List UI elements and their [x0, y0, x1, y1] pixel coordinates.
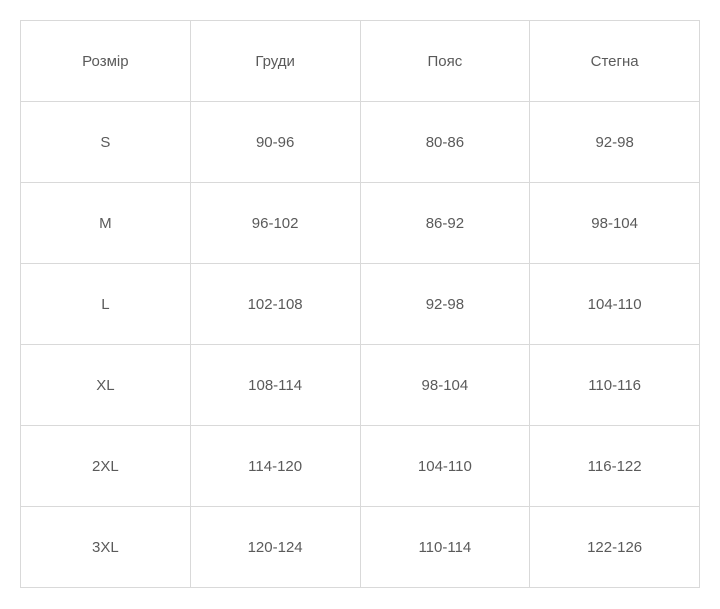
- cell-waist: 86-92: [360, 183, 530, 264]
- cell-chest: 108-114: [190, 345, 360, 426]
- table-header-row: Розмір Груди Пояс Стегна: [21, 21, 700, 102]
- cell-size: 2XL: [21, 426, 191, 507]
- cell-size: M: [21, 183, 191, 264]
- table-row: S 90-96 80-86 92-98: [21, 102, 700, 183]
- table-row: XL 108-114 98-104 110-116: [21, 345, 700, 426]
- cell-size: 3XL: [21, 507, 191, 588]
- cell-chest: 114-120: [190, 426, 360, 507]
- cell-chest: 102-108: [190, 264, 360, 345]
- cell-waist: 104-110: [360, 426, 530, 507]
- cell-waist: 92-98: [360, 264, 530, 345]
- col-header-size: Розмір: [21, 21, 191, 102]
- cell-hips: 110-116: [530, 345, 700, 426]
- table-row: L 102-108 92-98 104-110: [21, 264, 700, 345]
- cell-chest: 120-124: [190, 507, 360, 588]
- cell-chest: 96-102: [190, 183, 360, 264]
- col-header-hips: Стегна: [530, 21, 700, 102]
- cell-hips: 116-122: [530, 426, 700, 507]
- cell-hips: 98-104: [530, 183, 700, 264]
- cell-size: XL: [21, 345, 191, 426]
- col-header-waist: Пояс: [360, 21, 530, 102]
- cell-size: L: [21, 264, 191, 345]
- cell-waist: 98-104: [360, 345, 530, 426]
- cell-waist: 110-114: [360, 507, 530, 588]
- table-row: M 96-102 86-92 98-104: [21, 183, 700, 264]
- table-row: 2XL 114-120 104-110 116-122: [21, 426, 700, 507]
- cell-size: S: [21, 102, 191, 183]
- cell-hips: 104-110: [530, 264, 700, 345]
- col-header-chest: Груди: [190, 21, 360, 102]
- cell-hips: 122-126: [530, 507, 700, 588]
- cell-hips: 92-98: [530, 102, 700, 183]
- cell-waist: 80-86: [360, 102, 530, 183]
- table-row: 3XL 120-124 110-114 122-126: [21, 507, 700, 588]
- cell-chest: 90-96: [190, 102, 360, 183]
- size-chart-table: Розмір Груди Пояс Стегна S 90-96 80-86 9…: [20, 20, 700, 588]
